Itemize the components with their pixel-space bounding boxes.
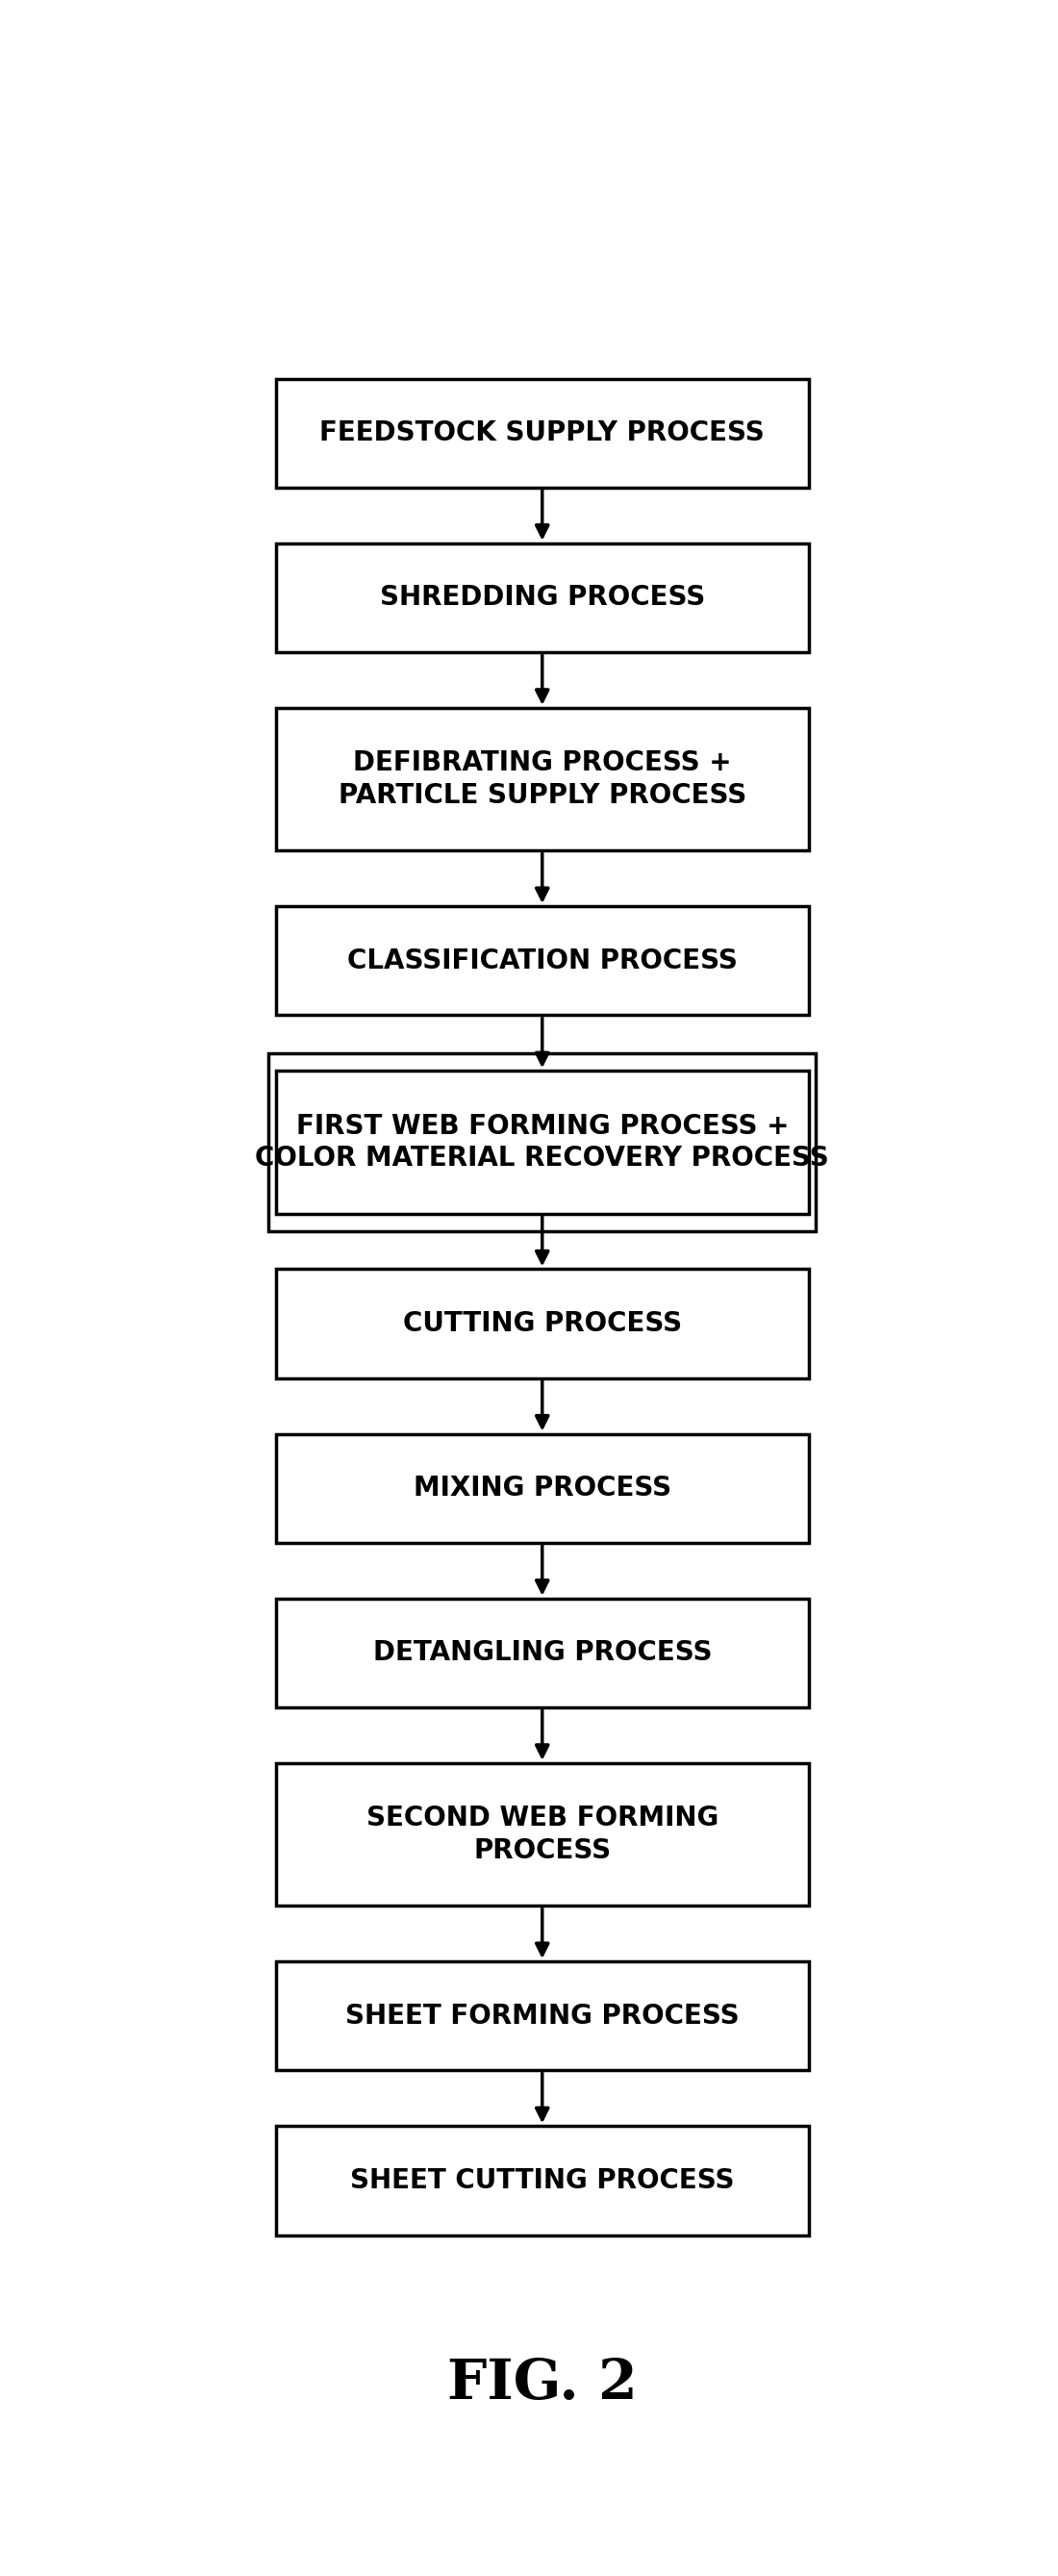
- Text: FIG. 2: FIG. 2: [448, 2357, 637, 2411]
- Bar: [276, 708, 808, 850]
- Bar: [276, 1960, 808, 2071]
- Text: DEFIBRATING PROCESS +
PARTICLE SUPPLY PROCESS: DEFIBRATING PROCESS + PARTICLE SUPPLY PR…: [339, 750, 746, 809]
- Bar: [276, 2125, 808, 2236]
- Text: CUTTING PROCESS: CUTTING PROCESS: [403, 1311, 681, 1337]
- Bar: [276, 1435, 808, 1543]
- Bar: [276, 907, 808, 1015]
- Bar: [276, 1762, 808, 1906]
- Text: MIXING PROCESS: MIXING PROCESS: [414, 1476, 671, 1502]
- Bar: [276, 1072, 808, 1213]
- Text: SHEET CUTTING PROCESS: SHEET CUTTING PROCESS: [350, 2166, 734, 2195]
- Text: CLASSIFICATION PROCESS: CLASSIFICATION PROCESS: [347, 948, 737, 974]
- Text: SHEET FORMING PROCESS: SHEET FORMING PROCESS: [345, 2002, 740, 2030]
- Bar: [276, 1597, 808, 1708]
- Text: DETANGLING PROCESS: DETANGLING PROCESS: [372, 1638, 712, 1667]
- Bar: [276, 544, 808, 652]
- Bar: [276, 379, 808, 487]
- Bar: [269, 1054, 816, 1231]
- Text: FEEDSTOCK SUPPLY PROCESS: FEEDSTOCK SUPPLY PROCESS: [320, 420, 765, 446]
- Text: SHREDDING PROCESS: SHREDDING PROCESS: [380, 585, 705, 611]
- Text: SECOND WEB FORMING
PROCESS: SECOND WEB FORMING PROCESS: [366, 1806, 718, 1865]
- Bar: [276, 1270, 808, 1378]
- Text: FIRST WEB FORMING PROCESS +
COLOR MATERIAL RECOVERY PROCESS: FIRST WEB FORMING PROCESS + COLOR MATERI…: [255, 1113, 829, 1172]
